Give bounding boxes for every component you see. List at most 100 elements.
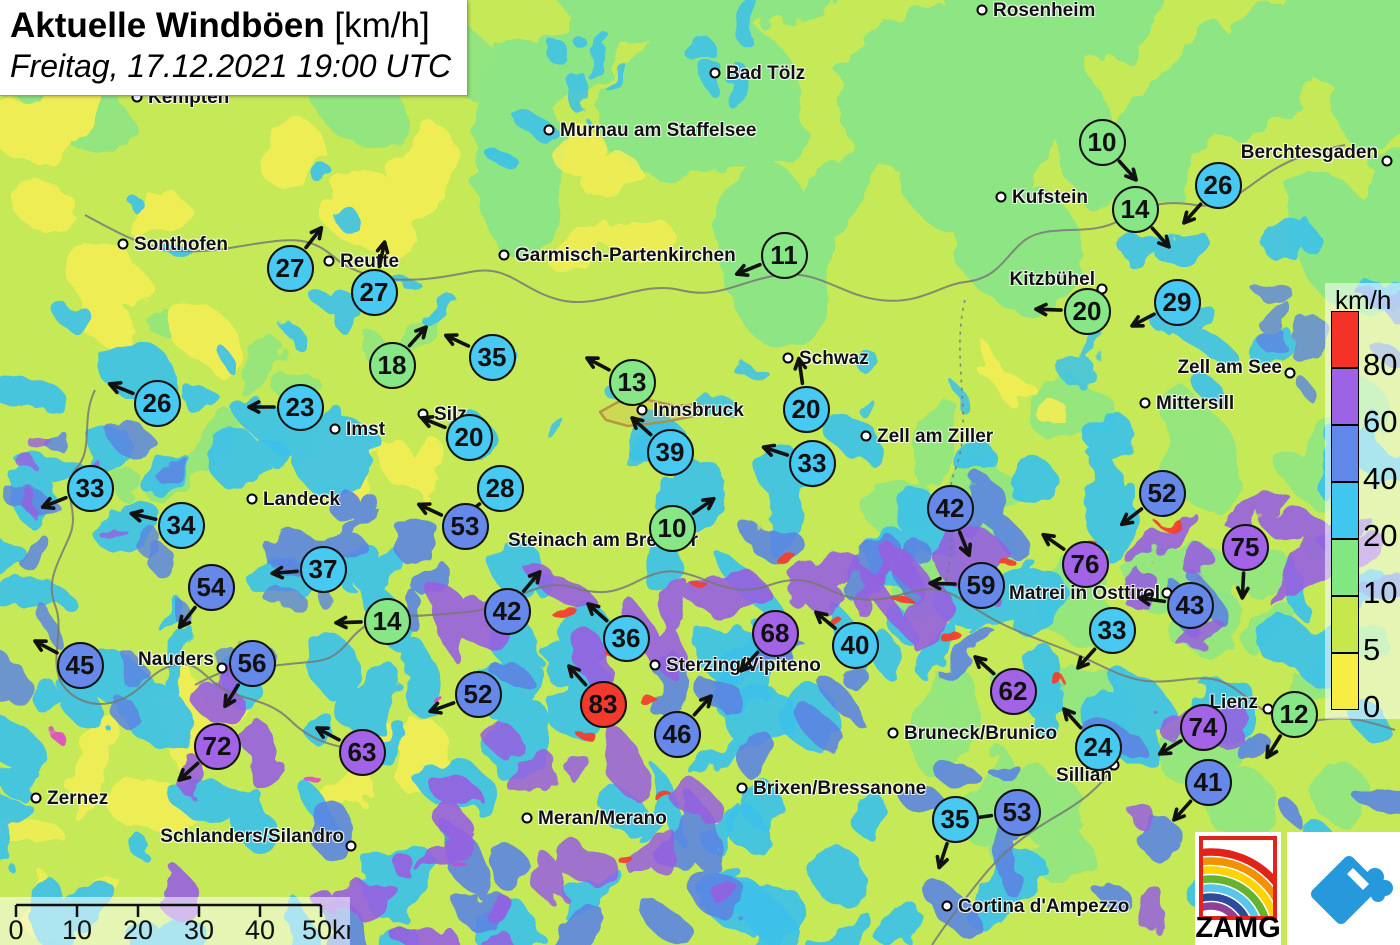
wind-gust-value: 59 bbox=[957, 561, 1005, 609]
wind-gust-value: 56 bbox=[228, 639, 276, 687]
wind-station: 72 bbox=[157, 686, 277, 806]
wind-direction-arrow bbox=[107, 381, 135, 396]
city-label: Sonthofen bbox=[134, 234, 228, 255]
wind-direction-arrow bbox=[1182, 202, 1203, 225]
legend-tick-label: 40 bbox=[1363, 461, 1398, 497]
wind-direction-arrow bbox=[444, 333, 471, 348]
wind-station: 35 bbox=[432, 297, 552, 417]
wind-station: 68 bbox=[715, 573, 835, 693]
city-label: Nauders bbox=[137, 649, 214, 670]
city-label: Mittersill bbox=[1156, 393, 1235, 414]
wind-direction-arrow bbox=[1157, 739, 1183, 756]
city-label: Landeck bbox=[263, 489, 341, 510]
wind-station: 41 bbox=[1148, 722, 1268, 842]
wind-station: 20 bbox=[746, 349, 866, 469]
wind-direction-arrow bbox=[928, 576, 957, 591]
wind-direction-arrow bbox=[630, 416, 653, 437]
svg-text:10: 10 bbox=[62, 915, 92, 945]
zamg-logo-box: ZAMG bbox=[1195, 832, 1281, 945]
wind-direction-arrow bbox=[270, 565, 299, 580]
wind-gust-value: 53 bbox=[441, 502, 489, 550]
wind-gust-value: 14 bbox=[363, 597, 411, 645]
city-label: Lienz bbox=[1209, 692, 1258, 713]
city-marker bbox=[782, 352, 794, 364]
wind-station: 27 bbox=[314, 232, 434, 352]
wind-direction-arrow bbox=[129, 509, 158, 523]
city-label: Zell am Ziller bbox=[877, 426, 994, 447]
city-label: Meran/Merano bbox=[538, 808, 667, 829]
wind-station: 53 bbox=[957, 752, 1077, 872]
city-label: Imst bbox=[346, 419, 386, 440]
wind-direction-arrow bbox=[1172, 799, 1193, 822]
legend-color-swatch bbox=[1331, 596, 1359, 653]
wind-station: 29 bbox=[1117, 242, 1237, 362]
wind-direction-arrow bbox=[1076, 647, 1097, 670]
legend-tick-label: 80 bbox=[1363, 347, 1398, 383]
map-title-text: Aktuelle Windböen bbox=[10, 6, 325, 45]
wind-station: 33 bbox=[1052, 570, 1172, 690]
city-label: Matrei in Osttirol bbox=[1009, 583, 1160, 604]
wind-gust-value: 28 bbox=[476, 464, 524, 512]
zamg-logo: ZAMG bbox=[1195, 832, 1400, 945]
city-marker bbox=[521, 812, 533, 824]
city-marker bbox=[498, 249, 510, 261]
wind-gust-value: 75 bbox=[1221, 523, 1269, 571]
wind-direction-arrow bbox=[1150, 226, 1171, 249]
city-marker bbox=[887, 727, 899, 739]
wind-station: 14 bbox=[327, 561, 447, 681]
wind-station: 40 bbox=[795, 585, 915, 705]
wind-gust-value: 12 bbox=[1270, 690, 1318, 738]
wind-direction-arrow bbox=[586, 602, 609, 623]
city-label: Schlanders/Silandro bbox=[160, 826, 344, 847]
wind-gust-value: 72 bbox=[193, 722, 241, 770]
wind-station: 59 bbox=[921, 525, 1041, 645]
wind-direction-arrow bbox=[761, 443, 790, 457]
wind-direction-arrow bbox=[33, 639, 59, 655]
wind-direction-arrow bbox=[1041, 532, 1066, 551]
wind-gust-value: 41 bbox=[1184, 758, 1232, 806]
wind-direction-arrow bbox=[315, 726, 341, 742]
map-title-box: Aktuelle Windböen [km/h] Freitag, 17.12.… bbox=[0, 0, 468, 95]
wind-direction-arrow bbox=[247, 400, 276, 414]
legend-tick-label: 10 bbox=[1363, 575, 1398, 611]
wind-direction-arrow bbox=[935, 841, 949, 870]
wind-station: 26 bbox=[97, 343, 217, 463]
city-marker bbox=[636, 404, 648, 416]
wind-direction-arrow bbox=[567, 664, 588, 687]
city-marker bbox=[246, 493, 258, 505]
wind-gust-value: 13 bbox=[608, 358, 656, 406]
wind-direction-arrow bbox=[1062, 707, 1083, 730]
wind-direction-arrow bbox=[739, 650, 760, 673]
city-marker bbox=[345, 840, 357, 852]
wind-station: 63 bbox=[302, 692, 422, 812]
wind-direction-arrow bbox=[1117, 159, 1138, 182]
wind-station: 76 bbox=[1025, 504, 1145, 624]
legend-color-swatch bbox=[1331, 539, 1359, 596]
wind-direction-arrow bbox=[814, 610, 837, 631]
wind-direction-arrow bbox=[1265, 734, 1282, 760]
wind-station: 52 bbox=[1102, 433, 1222, 553]
wind-direction-arrow bbox=[223, 683, 240, 709]
city-label: Garmisch-Partenkirchen bbox=[515, 245, 736, 266]
wind-direction-arrow bbox=[40, 495, 68, 510]
city-marker bbox=[543, 124, 555, 136]
wind-station: 18 bbox=[332, 305, 452, 425]
legend-color-swatch bbox=[1331, 653, 1359, 710]
wind-gust-value: 43 bbox=[1166, 581, 1214, 629]
wind-station: 33 bbox=[30, 428, 150, 548]
wind-gust-value: 46 bbox=[653, 710, 701, 758]
wind-gust-value: 52 bbox=[454, 670, 502, 718]
wind-station: 39 bbox=[610, 392, 730, 512]
wind-station: 27 bbox=[230, 208, 350, 328]
city-marker bbox=[117, 238, 129, 250]
city-label: Zell am See bbox=[1177, 357, 1282, 378]
wind-direction-arrow bbox=[957, 530, 972, 558]
legend-color-swatch bbox=[1331, 368, 1359, 425]
wind-gust-value: 33 bbox=[1088, 606, 1136, 654]
city-label: Kufstein bbox=[1012, 187, 1088, 208]
city-marker bbox=[709, 67, 721, 79]
wind-station: 20 bbox=[1027, 251, 1147, 371]
city-label: Bad Tölz bbox=[726, 63, 806, 84]
wind-direction-arrow bbox=[428, 701, 456, 715]
wind-gust-value: 53 bbox=[993, 788, 1041, 836]
